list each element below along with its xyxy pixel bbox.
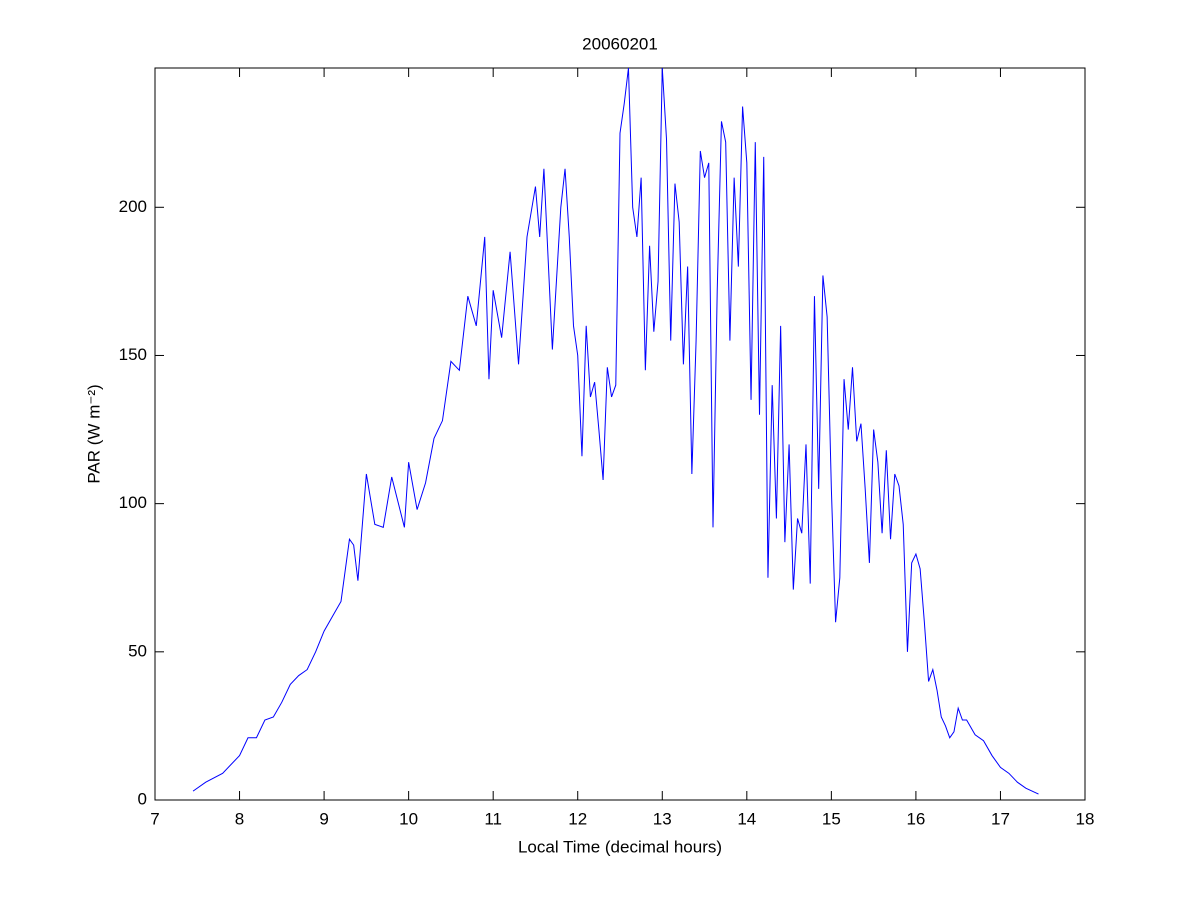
y-tick-label: 200 (119, 197, 147, 216)
y-tick-label: 100 (119, 493, 147, 512)
plot-frame (154, 67, 1086, 801)
x-tick-label: 10 (399, 809, 418, 828)
chart-title: 20060201 (582, 34, 658, 53)
y-tick-label: 50 (128, 641, 147, 660)
x-tick-label: 9 (319, 809, 328, 828)
y-tick-label: 0 (138, 789, 147, 808)
x-tick-label: 7 (150, 809, 159, 828)
x-tick-label: 18 (1076, 809, 1095, 828)
x-tick-label: 12 (568, 809, 587, 828)
x-tick-label: 13 (653, 809, 672, 828)
x-tick-label: 14 (737, 809, 756, 828)
x-tick-label: 16 (906, 809, 925, 828)
x-tick-label: 17 (991, 809, 1010, 828)
x-tick-label: 8 (235, 809, 244, 828)
data-line (192, 67, 1039, 795)
x-tick-label: 11 (484, 809, 502, 828)
x-axis-label: Local Time (decimal hours) (518, 837, 722, 856)
y-tick-label: 150 (119, 345, 147, 364)
x-tick-label: 15 (822, 809, 841, 828)
y-axis-label: PAR (W m⁻²) (84, 384, 103, 483)
